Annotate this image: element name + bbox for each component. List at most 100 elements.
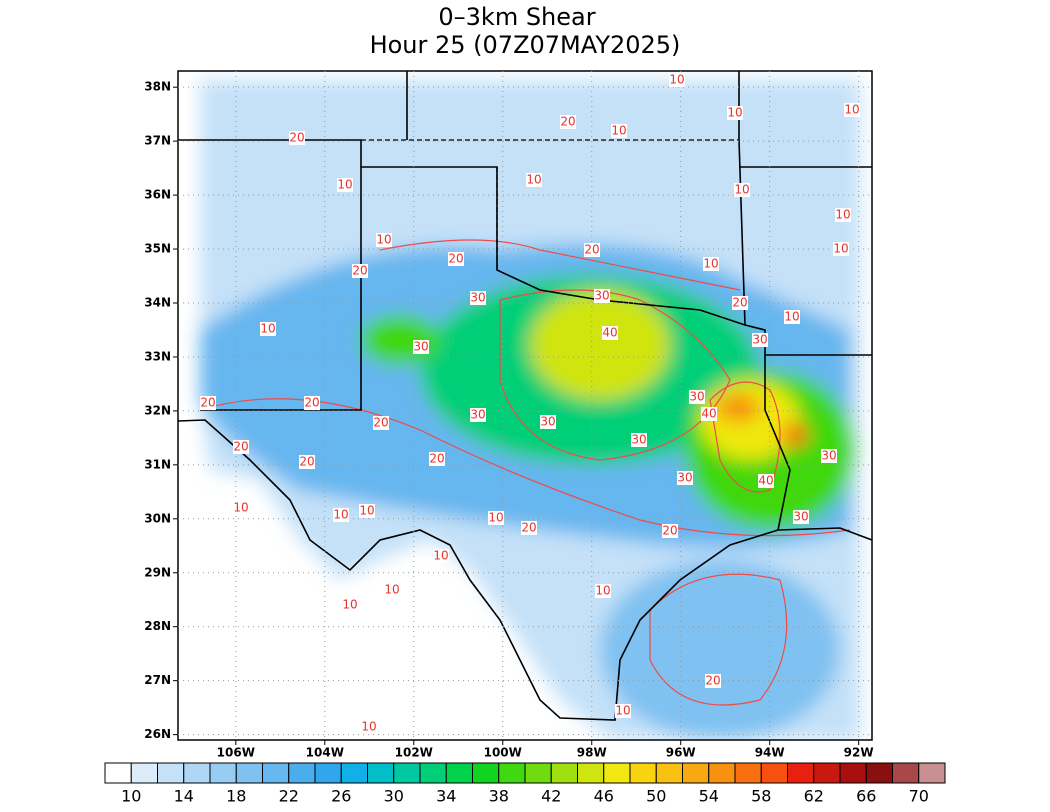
- contour-label-bg: [299, 455, 315, 469]
- x-tick-label: 96W: [666, 746, 696, 760]
- contour-label-bg: [304, 396, 320, 410]
- contour-label: 30: [540, 415, 555, 429]
- contour-line: [649, 573, 788, 706]
- contour-label: 10: [835, 208, 850, 222]
- contour-label-bg: [373, 416, 389, 430]
- contour-label: 30: [677, 471, 692, 485]
- colorbar-label: 34: [436, 787, 456, 806]
- contour-line: [709, 381, 781, 493]
- contour-label: 20: [233, 440, 248, 454]
- y-tick-label: 33N: [144, 349, 171, 363]
- colorbar-label: 46: [594, 787, 614, 806]
- y-tick-label: 35N: [144, 242, 171, 256]
- contour-label: 30: [594, 289, 609, 303]
- state-border: [361, 139, 739, 270]
- colorbar-label: 38: [489, 787, 509, 806]
- contour-label: 20: [584, 243, 599, 257]
- contour-label-bg: [784, 310, 800, 324]
- shear-field: [178, 71, 872, 740]
- colorbar-box: [918, 762, 946, 784]
- contour-label: 10: [595, 584, 610, 598]
- colorbar-label: 10: [121, 787, 141, 806]
- x-tick-label: 104W: [306, 746, 344, 760]
- colorbar-box: [524, 762, 552, 784]
- y-tick-label: 37N: [144, 134, 171, 148]
- x-tick-label: 94W: [755, 746, 785, 760]
- contour-label-bg: [233, 440, 249, 454]
- contour-label-bg: [352, 264, 368, 278]
- contour-label-bg: [703, 257, 719, 271]
- contour-label: 10: [333, 508, 348, 522]
- shaded-area: [716, 394, 760, 422]
- colorbar-box: [865, 762, 893, 784]
- colorbar-label: 54: [699, 787, 719, 806]
- contour-label-bg: [727, 106, 743, 120]
- contour-label: 10: [342, 598, 357, 612]
- colorbar-box: [787, 762, 815, 784]
- contour-label: 20: [304, 396, 319, 410]
- x-tick-label: 106W: [217, 746, 255, 760]
- contour-label-bg: [361, 720, 377, 734]
- contour-label-bg: [470, 408, 486, 422]
- colorbar-box: [550, 762, 578, 784]
- contour-label-bg: [540, 415, 556, 429]
- contour-label-bg: [835, 208, 851, 222]
- contour-label-bg: [376, 233, 392, 247]
- contour-label-bg: [752, 333, 768, 347]
- contour-label-bg: [342, 598, 358, 612]
- subtitle: Hour 25 (07Z07MAY2025): [370, 31, 681, 59]
- colorbar-box: [419, 762, 447, 784]
- contour-label: 20: [373, 416, 388, 430]
- colorbar-box: [340, 762, 368, 784]
- contour-label-bg: [584, 243, 600, 257]
- colorbar-label: 66: [856, 787, 876, 806]
- y-tick-label: 34N: [144, 295, 171, 309]
- contour-label: 20: [289, 131, 304, 145]
- contour-label: 30: [631, 433, 646, 447]
- contour-label: 20: [521, 521, 536, 535]
- colorbar-label: 70: [909, 787, 929, 806]
- contour-label: 10: [260, 322, 275, 336]
- map-frame: [177, 70, 873, 741]
- colorbar-box: [183, 762, 211, 784]
- contour-label-bg: [337, 178, 353, 192]
- contour-label: 10: [361, 720, 376, 734]
- contour-label: 40: [602, 326, 617, 340]
- contour-label-bg: [448, 252, 464, 266]
- colorbar-box: [839, 762, 867, 784]
- colorbar-box: [655, 762, 683, 784]
- contour-label: 10: [844, 103, 859, 117]
- contour-label-bg: [689, 390, 705, 404]
- contour-label: 20: [200, 396, 215, 410]
- contour-label-bg: [615, 704, 631, 718]
- contour-label: 20: [705, 674, 720, 688]
- contour-label: 10: [233, 501, 248, 515]
- colorbar-box: [734, 762, 762, 784]
- x-tick-label: 100W: [484, 746, 522, 760]
- colorbar-box: [288, 762, 316, 784]
- colorbar-box: [629, 762, 657, 784]
- colorbar-box: [445, 762, 473, 784]
- contour-label: 10: [833, 242, 848, 256]
- contour-label-bg: [433, 549, 449, 563]
- contour-label: 20: [448, 252, 463, 266]
- y-tick-label: 36N: [144, 188, 171, 202]
- contour-label-bg: [429, 452, 445, 466]
- colorbar-box: [760, 762, 788, 784]
- contour-label-bg: [669, 73, 685, 87]
- contour-label-bg: [701, 407, 717, 421]
- contour-label-bg: [594, 289, 610, 303]
- contour-label: 30: [752, 333, 767, 347]
- colorbar-box: [472, 762, 500, 784]
- contour-label-bg: [732, 296, 748, 310]
- contour-label-bg: [793, 510, 809, 524]
- contour-label: 30: [821, 449, 836, 463]
- colorbar-box: [708, 762, 736, 784]
- contour-label-bg: [821, 449, 837, 463]
- colorbar-box: [262, 762, 290, 784]
- colorbar-label: 50: [646, 787, 666, 806]
- contour-label-bg: [413, 340, 429, 354]
- contour-label-bg: [705, 674, 721, 688]
- colorbar-label: 42: [541, 787, 561, 806]
